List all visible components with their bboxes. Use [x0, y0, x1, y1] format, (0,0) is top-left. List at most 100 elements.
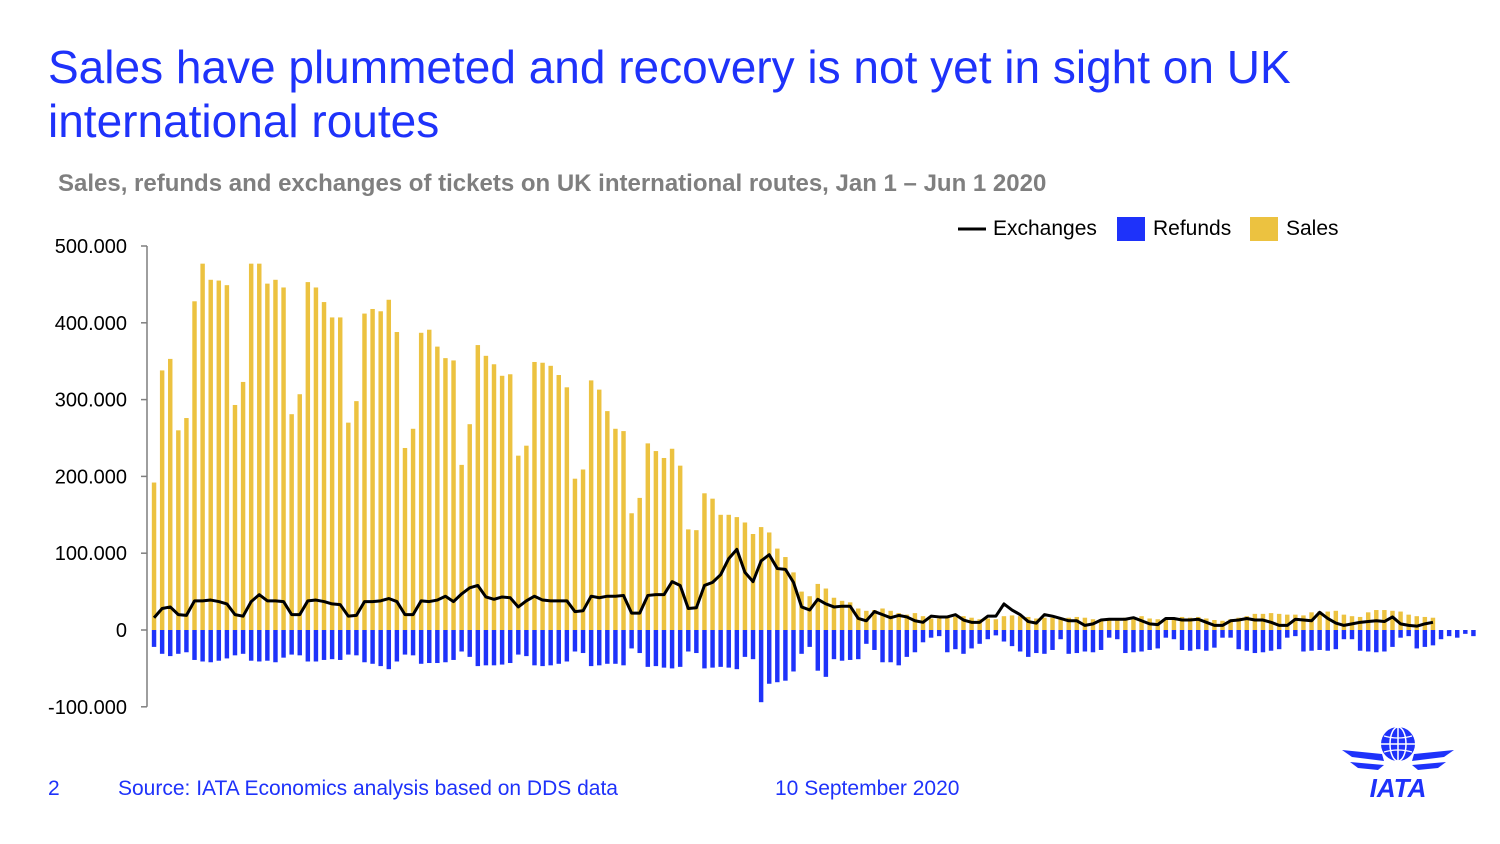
- refunds-bar: [1422, 630, 1428, 647]
- refunds-bar: [613, 630, 618, 664]
- refunds-bar: [321, 630, 327, 660]
- refunds-bar: [491, 630, 497, 666]
- refunds-bar: [402, 630, 408, 655]
- refunds-bar: [1446, 630, 1452, 637]
- sales-bar: [597, 389, 602, 630]
- sales-bar: [1390, 610, 1395, 630]
- sales-bar: [289, 414, 294, 630]
- sales-bar: [799, 591, 804, 630]
- sales-bar: [313, 287, 319, 630]
- sales-bar: [1341, 614, 1347, 630]
- sales-bar: [321, 302, 327, 630]
- sales-bar: [977, 619, 982, 630]
- refunds-bar: [872, 630, 877, 650]
- refunds-bar: [216, 630, 222, 661]
- refunds-bar: [1406, 630, 1411, 637]
- refunds-bar: [370, 630, 375, 664]
- sales-bar: [362, 313, 367, 630]
- sales-bar: [491, 364, 497, 630]
- refunds-bar: [208, 630, 213, 663]
- combo-chart: -100.000 0 100.000 200.000 300.000 400.000 500…: [48, 217, 1476, 719]
- refunds-bar: [467, 630, 472, 657]
- refunds-bar: [766, 630, 772, 684]
- refunds-bar: [904, 630, 910, 657]
- refunds-bar: [151, 630, 157, 647]
- refunds-bar: [346, 630, 351, 655]
- refunds-bar: [1463, 630, 1468, 634]
- sales-bar: [192, 301, 197, 630]
- refunds-bar: [928, 630, 934, 638]
- sales-bar: [1430, 617, 1436, 630]
- refunds-bar: [1333, 630, 1339, 650]
- refunds-bar: [1438, 630, 1444, 640]
- refunds-bar: [1058, 630, 1063, 640]
- refunds-bar: [1317, 630, 1322, 650]
- sales-bar: [224, 285, 230, 630]
- refunds-bar: [686, 630, 691, 652]
- sales-bar: [386, 299, 392, 630]
- legend-refunds-swatch: [1117, 217, 1145, 241]
- refunds-bar: [783, 630, 788, 681]
- sales-bar: [1228, 619, 1233, 630]
- refunds-bar: [1034, 630, 1039, 654]
- refunds-bar: [1147, 630, 1152, 650]
- presentation-date: 10 September 2020: [775, 777, 960, 800]
- sales-bar: [653, 451, 659, 630]
- refunds-bar: [799, 630, 804, 654]
- sales-bar: [1260, 613, 1266, 630]
- sales-bar: [354, 401, 359, 630]
- sales-bar: [961, 616, 966, 630]
- refunds-bar: [378, 630, 383, 667]
- sales-bar: [1406, 614, 1411, 630]
- refunds-bar: [564, 630, 570, 662]
- refunds-bar: [775, 630, 780, 683]
- refunds-bar: [540, 630, 545, 667]
- refunds-bar: [313, 630, 319, 662]
- sales-bar: [807, 596, 812, 630]
- sales-bar: [758, 527, 764, 630]
- y-tick-label: 400.000: [55, 313, 127, 335]
- refunds-bar: [661, 630, 667, 668]
- sales-bar: [815, 583, 821, 630]
- sales-bar: [337, 317, 343, 630]
- refunds-bar: [418, 630, 424, 664]
- sales-bar: [184, 418, 189, 630]
- sales-bar: [1163, 620, 1169, 630]
- sales-bar: [208, 279, 213, 630]
- refunds-bar: [394, 630, 400, 662]
- sales-bar: [346, 422, 351, 630]
- y-tick-label: 200.000: [55, 466, 127, 488]
- refunds-bar: [289, 630, 294, 655]
- refunds-bar: [993, 630, 999, 636]
- sales-bar: [1115, 618, 1120, 630]
- sales-bar: [394, 332, 400, 630]
- refunds-bar: [1026, 630, 1031, 657]
- sales-bar: [1333, 610, 1339, 630]
- refunds-bar: [953, 630, 958, 650]
- sales-bar: [370, 308, 375, 630]
- refunds-bar: [224, 630, 230, 659]
- y-axis: -100.000 0 100.000 200.000 300.000 400.000 500…: [48, 236, 148, 719]
- sales-bar: [1106, 619, 1112, 630]
- sales-bar: [872, 610, 877, 630]
- sales-bar: [200, 263, 205, 630]
- sales-bar: [402, 447, 408, 630]
- legend-sales-label: Sales: [1286, 217, 1339, 240]
- sales-bar: [410, 428, 416, 630]
- refunds-bar: [499, 630, 505, 665]
- refunds-bar: [1252, 630, 1258, 654]
- sales-bar: [1074, 616, 1080, 630]
- sales-bar: [548, 365, 553, 630]
- refunds-bar: [1414, 630, 1419, 649]
- sales-bar: [734, 517, 740, 630]
- sales-bar: [839, 600, 845, 630]
- sales-bar: [969, 617, 974, 630]
- legend-refunds-label: Refunds: [1153, 217, 1231, 240]
- refunds-bar: [532, 630, 537, 666]
- sales-bar: [540, 362, 545, 630]
- refunds-bar: [758, 630, 764, 703]
- refunds-bar: [451, 630, 456, 660]
- refunds-bar: [726, 630, 731, 668]
- sales-bar: [766, 532, 772, 630]
- refunds-bar: [847, 630, 853, 660]
